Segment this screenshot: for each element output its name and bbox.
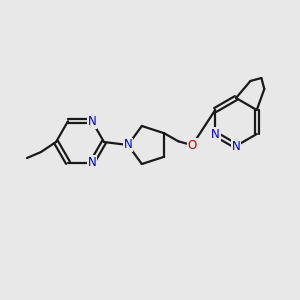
Text: N: N [211,128,220,140]
Text: N: N [88,156,96,169]
Text: O: O [188,139,197,152]
Text: N: N [232,140,240,152]
Text: N: N [124,139,132,152]
Text: N: N [88,115,96,128]
